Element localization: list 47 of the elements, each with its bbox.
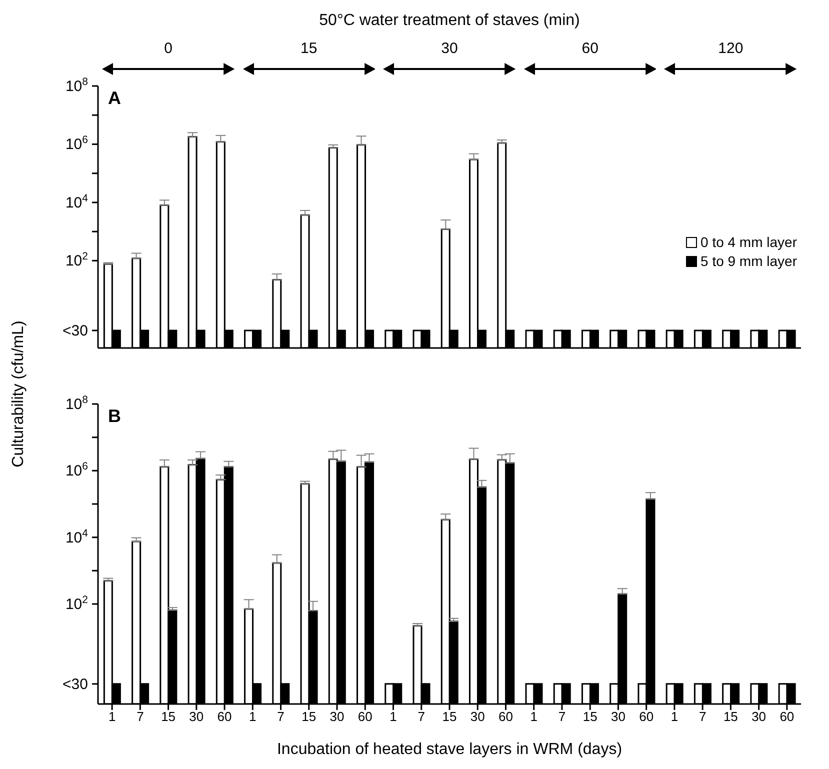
x-tick-label: 30: [330, 709, 344, 724]
x-tick-label: 7: [277, 709, 284, 724]
x-tick-label: 15: [302, 709, 316, 724]
x-tick-label: 15: [442, 709, 457, 724]
y-tick-label: <30: [62, 322, 88, 340]
x-tick-label: 7: [418, 709, 425, 724]
x-tick-label: 1: [390, 709, 397, 724]
y-tick-label: 10$^{8}$: [65, 76, 88, 95]
y-tick-label: 10$^{6}$: [65, 460, 88, 480]
x-tick-label: 30: [189, 709, 204, 724]
x-tick-label: 1: [670, 709, 678, 724]
text: 15: [300, 40, 318, 57]
x-tick-label: 15: [582, 709, 598, 724]
chart-title: A: [108, 88, 121, 109]
x-tick-label: 15: [723, 709, 738, 724]
x-axis-title: Incubation of heated stave layers in WRM (days): [276, 741, 622, 758]
text: 120: [717, 40, 744, 57]
y-tick-label: 10$^{2}$: [65, 594, 88, 613]
x-tick-label: 1: [249, 709, 256, 724]
x-tick-label: 7: [698, 709, 706, 724]
x-tick-label: 60: [358, 709, 372, 724]
x2-axis-title: 50°C water treatment of staves (min): [318, 12, 581, 30]
y-axis-title: Culturability (cfu/mL): [10, 320, 28, 468]
y-tick-label: 10$^{2}$: [65, 250, 88, 270]
x-tick-label: 15: [161, 709, 176, 724]
y-tick-label: <30: [62, 676, 88, 693]
x-tick-label: 60: [639, 709, 654, 724]
text: 0: [163, 40, 174, 57]
y-tick-label: 10$^{6}$: [65, 134, 88, 154]
y-tick-label: 10$^{4}$: [65, 192, 88, 212]
text: 60: [580, 40, 600, 57]
x-tick-label: 7: [136, 709, 144, 724]
x-tick-label: 1: [108, 709, 116, 724]
x-tick-label: 30: [470, 709, 485, 724]
x-tick-label: 30: [752, 709, 766, 724]
x-tick-label: 7: [558, 709, 566, 724]
x-tick-label: 60: [780, 709, 794, 724]
text: 30: [440, 40, 459, 57]
chart-title: B: [108, 406, 121, 427]
x-tick-label: 30: [610, 709, 626, 724]
y-tick-label: 10$^{8}$: [65, 394, 88, 413]
x-tick-label: 60: [217, 709, 232, 724]
legend-label: 0 to 4 mm layer: [700, 234, 797, 250]
x-tick-label: 60: [498, 709, 513, 724]
legend-label: 5 to 9 mm layer: [700, 253, 797, 269]
x-tick-label: 1: [530, 709, 538, 724]
y-tick-label: 10$^{4}$: [65, 527, 88, 546]
